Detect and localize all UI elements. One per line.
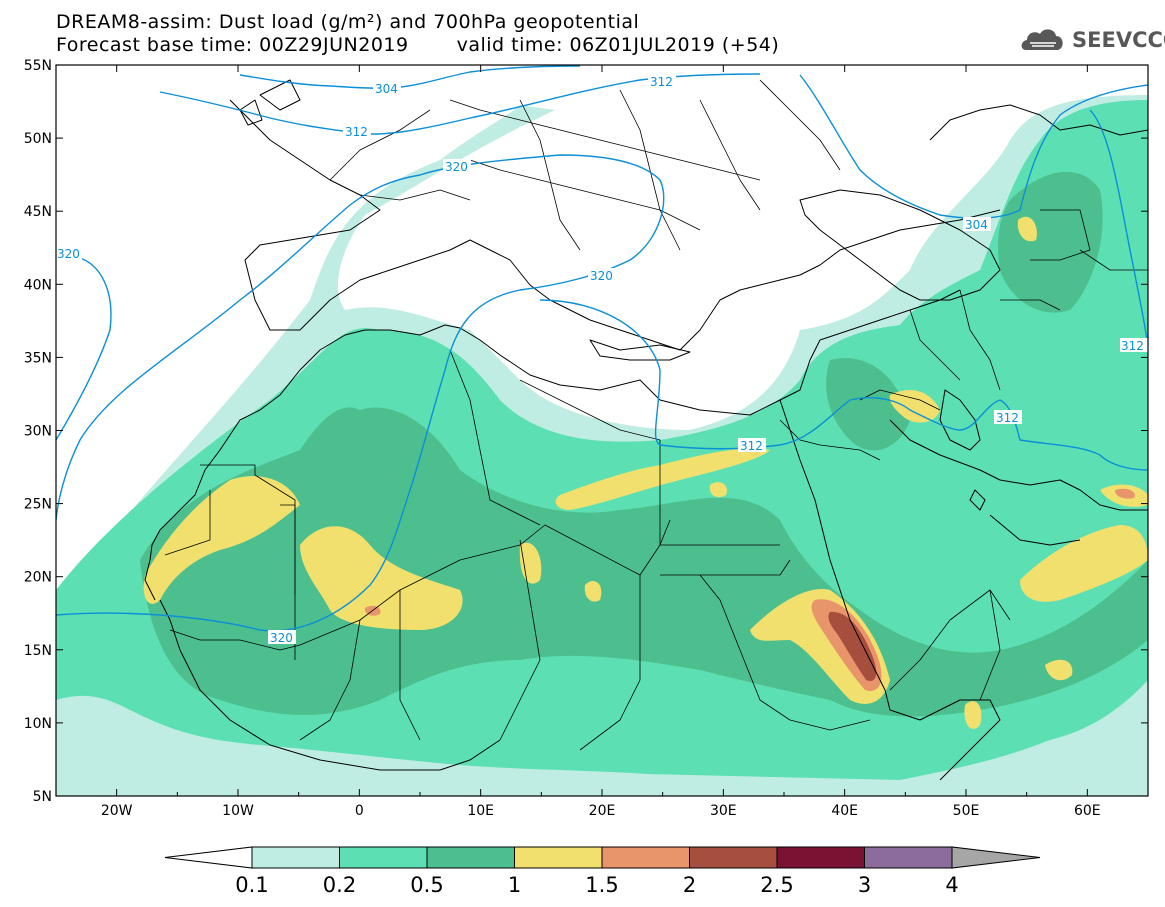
y-tick-label: 50N	[24, 131, 52, 147]
y-tick-label: 35N	[24, 350, 52, 366]
colorbar-label: 2	[683, 873, 696, 897]
contour-label: 312	[650, 75, 673, 89]
colorbar-over-triangle	[951, 846, 1041, 869]
dust-shading-2	[828, 611, 877, 681]
forecast-times: Forecast base time: 00Z29JUN2019 valid ti…	[56, 35, 779, 55]
geopotential-contours	[56, 65, 1148, 632]
colorbar-box	[601, 846, 690, 869]
contour-label: 304	[965, 218, 988, 232]
x-tick-label: 50E	[953, 803, 980, 819]
x-tick-label: 40E	[831, 803, 858, 819]
x-tick-label: 20E	[589, 803, 616, 819]
colorbar-label: 1	[508, 873, 521, 897]
x-tick-label: 60E	[1074, 803, 1101, 819]
colorbar-box	[426, 846, 515, 869]
contour-label: 312	[996, 411, 1019, 425]
colorbar-label: 0.2	[323, 873, 356, 897]
colorbar-label: 0.5	[410, 873, 443, 897]
base-time: Forecast base time: 00Z29JUN2019	[56, 34, 409, 56]
y-tick-label: 40N	[24, 277, 52, 293]
colorbar-label: 4	[945, 873, 958, 897]
map-plot-area: 304 312 312 320 320 320 320 312 304 312 …	[56, 65, 1148, 796]
x-tick-label: 10E	[467, 803, 494, 819]
valid-time: valid time: 06Z01JUL2019 (+54)	[456, 34, 780, 56]
colorbar-box	[251, 846, 340, 869]
x-tick-label: 30E	[710, 803, 737, 819]
contour-label: 320	[445, 160, 468, 174]
colorbar-under-triangle	[164, 846, 253, 869]
colorbar-label: 3	[858, 873, 871, 897]
colorbar-label: 2.5	[760, 873, 793, 897]
colorbar-box	[514, 846, 603, 869]
coastlines	[144, 79, 1148, 781]
contour-label: 304	[375, 82, 398, 96]
x-axis: 20W 10W 0 10E 20E 30E 40E 50E 60E	[55, 65, 1149, 819]
colorbar-box	[864, 846, 953, 869]
contour-label: 312	[740, 439, 763, 453]
y-tick-label: 20N	[24, 570, 52, 586]
contour-label: 312	[345, 125, 368, 139]
seevccc-logo: SEEVCCC	[1018, 24, 1165, 58]
dust-shading-0.5	[140, 171, 1148, 717]
colorbar-label: 1.5	[585, 873, 618, 897]
y-tick-label: 15N	[24, 643, 52, 659]
y-tick-label: 45N	[24, 204, 52, 220]
colorbar-box	[689, 846, 778, 869]
y-tick-label: 10N	[24, 716, 52, 732]
cloud-logo-icon	[1021, 29, 1063, 50]
contour-label: 320	[270, 631, 293, 645]
colorbar-label: 0.1	[235, 873, 268, 897]
contour-label: 320	[590, 269, 613, 283]
colorbar-box	[339, 846, 428, 869]
x-tick-label: 10W	[222, 803, 254, 819]
y-tick-label: 25N	[24, 497, 52, 513]
colorbar: 0.1 0.2 0.5 1 1.5 2 2.5 3 4	[164, 846, 1041, 897]
contour-label: 320	[57, 247, 80, 261]
logo-text: SEEVCCC	[1072, 28, 1165, 52]
y-axis: 55N 50N 45N 40N 35N 30N 25N 20N 15N 10N 5N	[24, 58, 1148, 805]
x-tick-label: 0	[355, 803, 364, 819]
y-tick-label: 30N	[24, 424, 52, 440]
y-tick-label: 55N	[24, 58, 52, 74]
political-borders	[164, 79, 1148, 751]
contour-label: 312	[1121, 339, 1144, 353]
y-tick-label: 5N	[33, 789, 52, 805]
x-tick-label: 20W	[101, 803, 133, 819]
map-title: DREAM8-assim: Dust load (g/m²) and 700hP…	[56, 11, 640, 33]
colorbar-box	[776, 846, 865, 869]
contour-labels: 304 312 312 320 320 320 320 312 304 312 …	[56, 74, 1148, 645]
